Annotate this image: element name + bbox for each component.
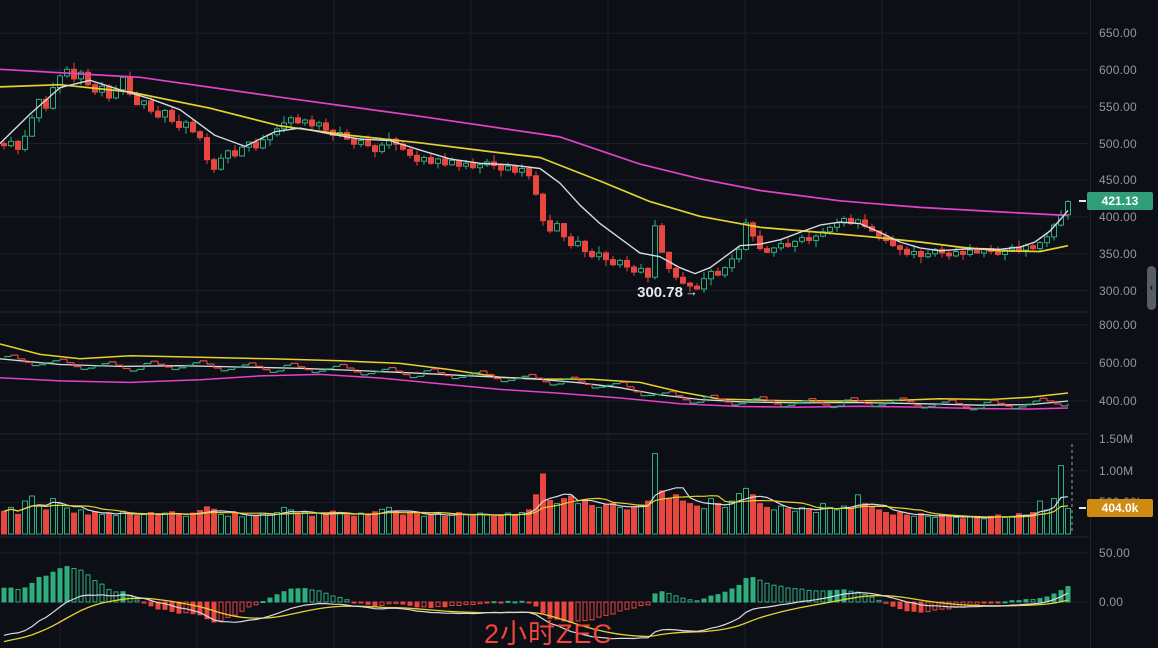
axis-tick-label: 450.00 [1099,173,1137,188]
axis-tick-label: 1.00M [1099,463,1134,478]
axis-tick-label: 1.50M [1099,432,1134,447]
macd-panel [1,566,1071,643]
svg-text:→: → [685,284,698,299]
axis-tick-label: 300.00 [1099,283,1137,298]
axis-tick-label: 50.00 [1099,546,1131,560]
axis-tick-label: 500.00 [1099,136,1137,151]
current-volume-badge: 404.0k [1087,499,1153,517]
last-price-badge: 421.13 [1087,192,1153,210]
current-volume-tick [1079,507,1086,509]
axis-tick-label: 0.00 [1099,595,1124,609]
axis-tick-label: 600.00 [1099,356,1137,370]
main-candlestick-panel [0,62,1071,293]
axis-tick-label: 600.00 [1099,63,1137,77]
axis-tick-label: 400.00 [1099,394,1137,408]
axis-tick-label: 650.00 [1099,26,1137,41]
indicator-band-panel [0,343,1069,411]
price-axis[interactable]: 650.00 600.00 550.00 500.00 450.00 400.00 350.… [1090,0,1158,648]
axis-tick-label: 350.00 [1099,246,1137,261]
timeframe-symbol-watermark: 2小时ZEC [484,619,614,648]
grid-lines [0,0,1089,648]
axis-scrollbar-thumb[interactable]: ‹ [1147,266,1156,310]
volume-panel [1,444,1073,535]
axis-tick-label: 400.00 [1099,210,1137,224]
last-price-tick [1079,200,1086,202]
svg-text:300.78: 300.78 [637,284,683,301]
axis-tick-label: 800.00 [1099,318,1137,332]
collapse-left-icon: ‹ [1149,281,1154,294]
axis-tick-label: 550.00 [1099,99,1137,114]
low-price-annotation: 300.78 → [637,284,698,301]
